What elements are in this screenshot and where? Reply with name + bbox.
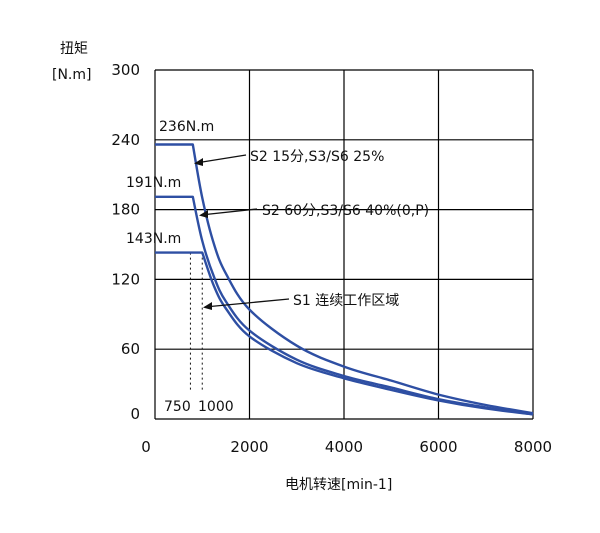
speed-markers <box>189 252 203 392</box>
x-tick-label-4000: 4000 <box>325 438 363 456</box>
annotation-label-s1: S1 连续工作区域 <box>293 292 399 309</box>
y-tick-label-180: 180 <box>111 201 140 219</box>
y-tick-label-300: 300 <box>111 61 140 79</box>
series-line-0 <box>155 143 534 415</box>
annotation-s2-60: S2 60分,S3/S6 40%(0,P) <box>199 203 429 219</box>
x-axis-title: 电机转速[min-1] <box>285 477 392 493</box>
speed-marker-label-1000: 1000 <box>198 399 234 415</box>
annotation-arrow-s1 <box>204 298 290 308</box>
grid <box>154 69 534 420</box>
annotation-arrow-s2-60 <box>200 208 258 216</box>
annotation-arrow-s2-15 <box>195 154 247 164</box>
value-label-143: 143N.m <box>126 231 181 247</box>
x-tick-label-6000: 6000 <box>419 438 457 456</box>
y-axis-title: 扭矩 <box>60 41 88 57</box>
arrowhead-s1 <box>203 302 212 310</box>
y-tick-label-0: 0 <box>130 405 140 423</box>
series-line-2 <box>155 251 534 416</box>
y-tick-labels: 0 60 120 180 240 300 <box>111 61 140 423</box>
curves <box>155 143 534 416</box>
annotation-s1: S1 连续工作区域 <box>203 292 399 310</box>
x-tick-labels: 0 2000 4000 6000 8000 <box>141 438 552 456</box>
value-label-191: 191N.m <box>126 175 181 191</box>
y-tick-label-240: 240 <box>111 131 140 149</box>
y-axis-unit: [N.m] <box>52 67 91 83</box>
y-tick-label-60: 60 <box>121 340 140 358</box>
annotation-label-s2-60: S2 60分,S3/S6 40%(0,P) <box>262 203 429 219</box>
annotation-label-s2-15: S2 15分,S3/S6 25% <box>250 149 384 165</box>
arrowhead-s2-15 <box>194 158 203 166</box>
value-label-236: 236N.m <box>159 119 214 135</box>
y-tick-label-120: 120 <box>111 270 140 288</box>
x-tick-label-2000: 2000 <box>230 438 268 456</box>
x-tick-label-8000: 8000 <box>514 438 552 456</box>
x-tick-label-0: 0 <box>141 438 151 456</box>
arrowhead-s2-60 <box>199 210 208 218</box>
speed-marker-label-750: 750 <box>164 399 191 415</box>
annotation-s2-15: S2 15分,S3/S6 25% <box>194 149 384 166</box>
